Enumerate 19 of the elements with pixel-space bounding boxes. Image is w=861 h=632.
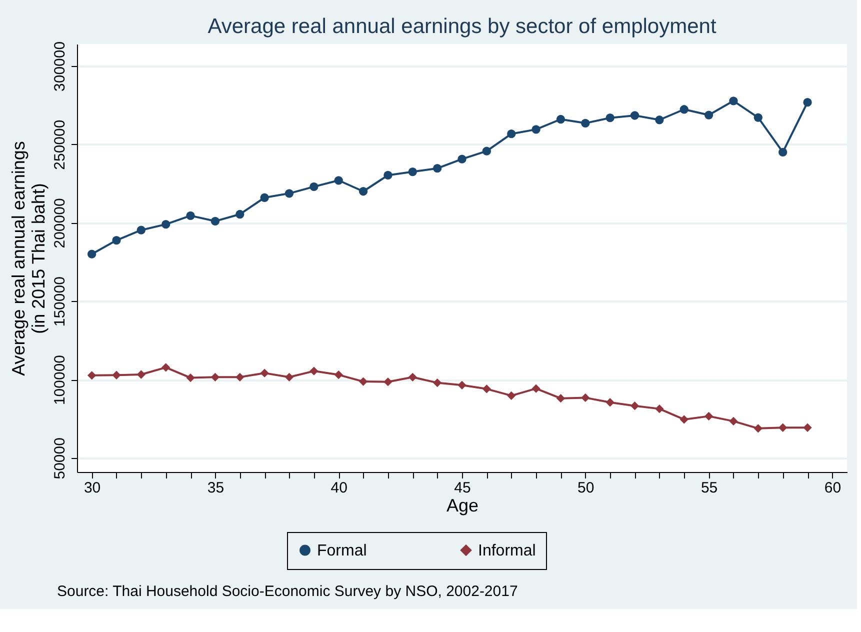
y-tick-label: 200000 bbox=[52, 198, 68, 248]
y-axis-title: Average real annual earnings (in 2015 Thai baht) bbox=[8, 141, 48, 376]
x-tick-label: 55 bbox=[700, 480, 718, 496]
x-tick-label: 50 bbox=[578, 480, 594, 496]
y-tick-label: 50000 bbox=[52, 438, 68, 480]
legend-label: Formal bbox=[317, 542, 367, 560]
y-tick-label: 250000 bbox=[52, 120, 68, 170]
legend-label: Informal bbox=[478, 542, 536, 560]
x-tick-label: 35 bbox=[207, 480, 224, 496]
chart-title: Average real annual earnings by sector of employment bbox=[208, 14, 716, 38]
x-axis-title: Age bbox=[446, 496, 479, 516]
y-tick-label: 300000 bbox=[52, 41, 68, 92]
y-tick-label: 100000 bbox=[52, 354, 68, 406]
y-tick-label: 150000 bbox=[52, 276, 68, 327]
x-tick-label: 40 bbox=[330, 480, 348, 496]
x-tick-label: 30 bbox=[84, 480, 101, 496]
x-tick-label: 45 bbox=[454, 480, 471, 496]
source-note: Source: Thai Household Socio-Economic Survey by NSO, 2002-2017 bbox=[57, 583, 518, 600]
x-tick-label: 60 bbox=[824, 480, 842, 496]
